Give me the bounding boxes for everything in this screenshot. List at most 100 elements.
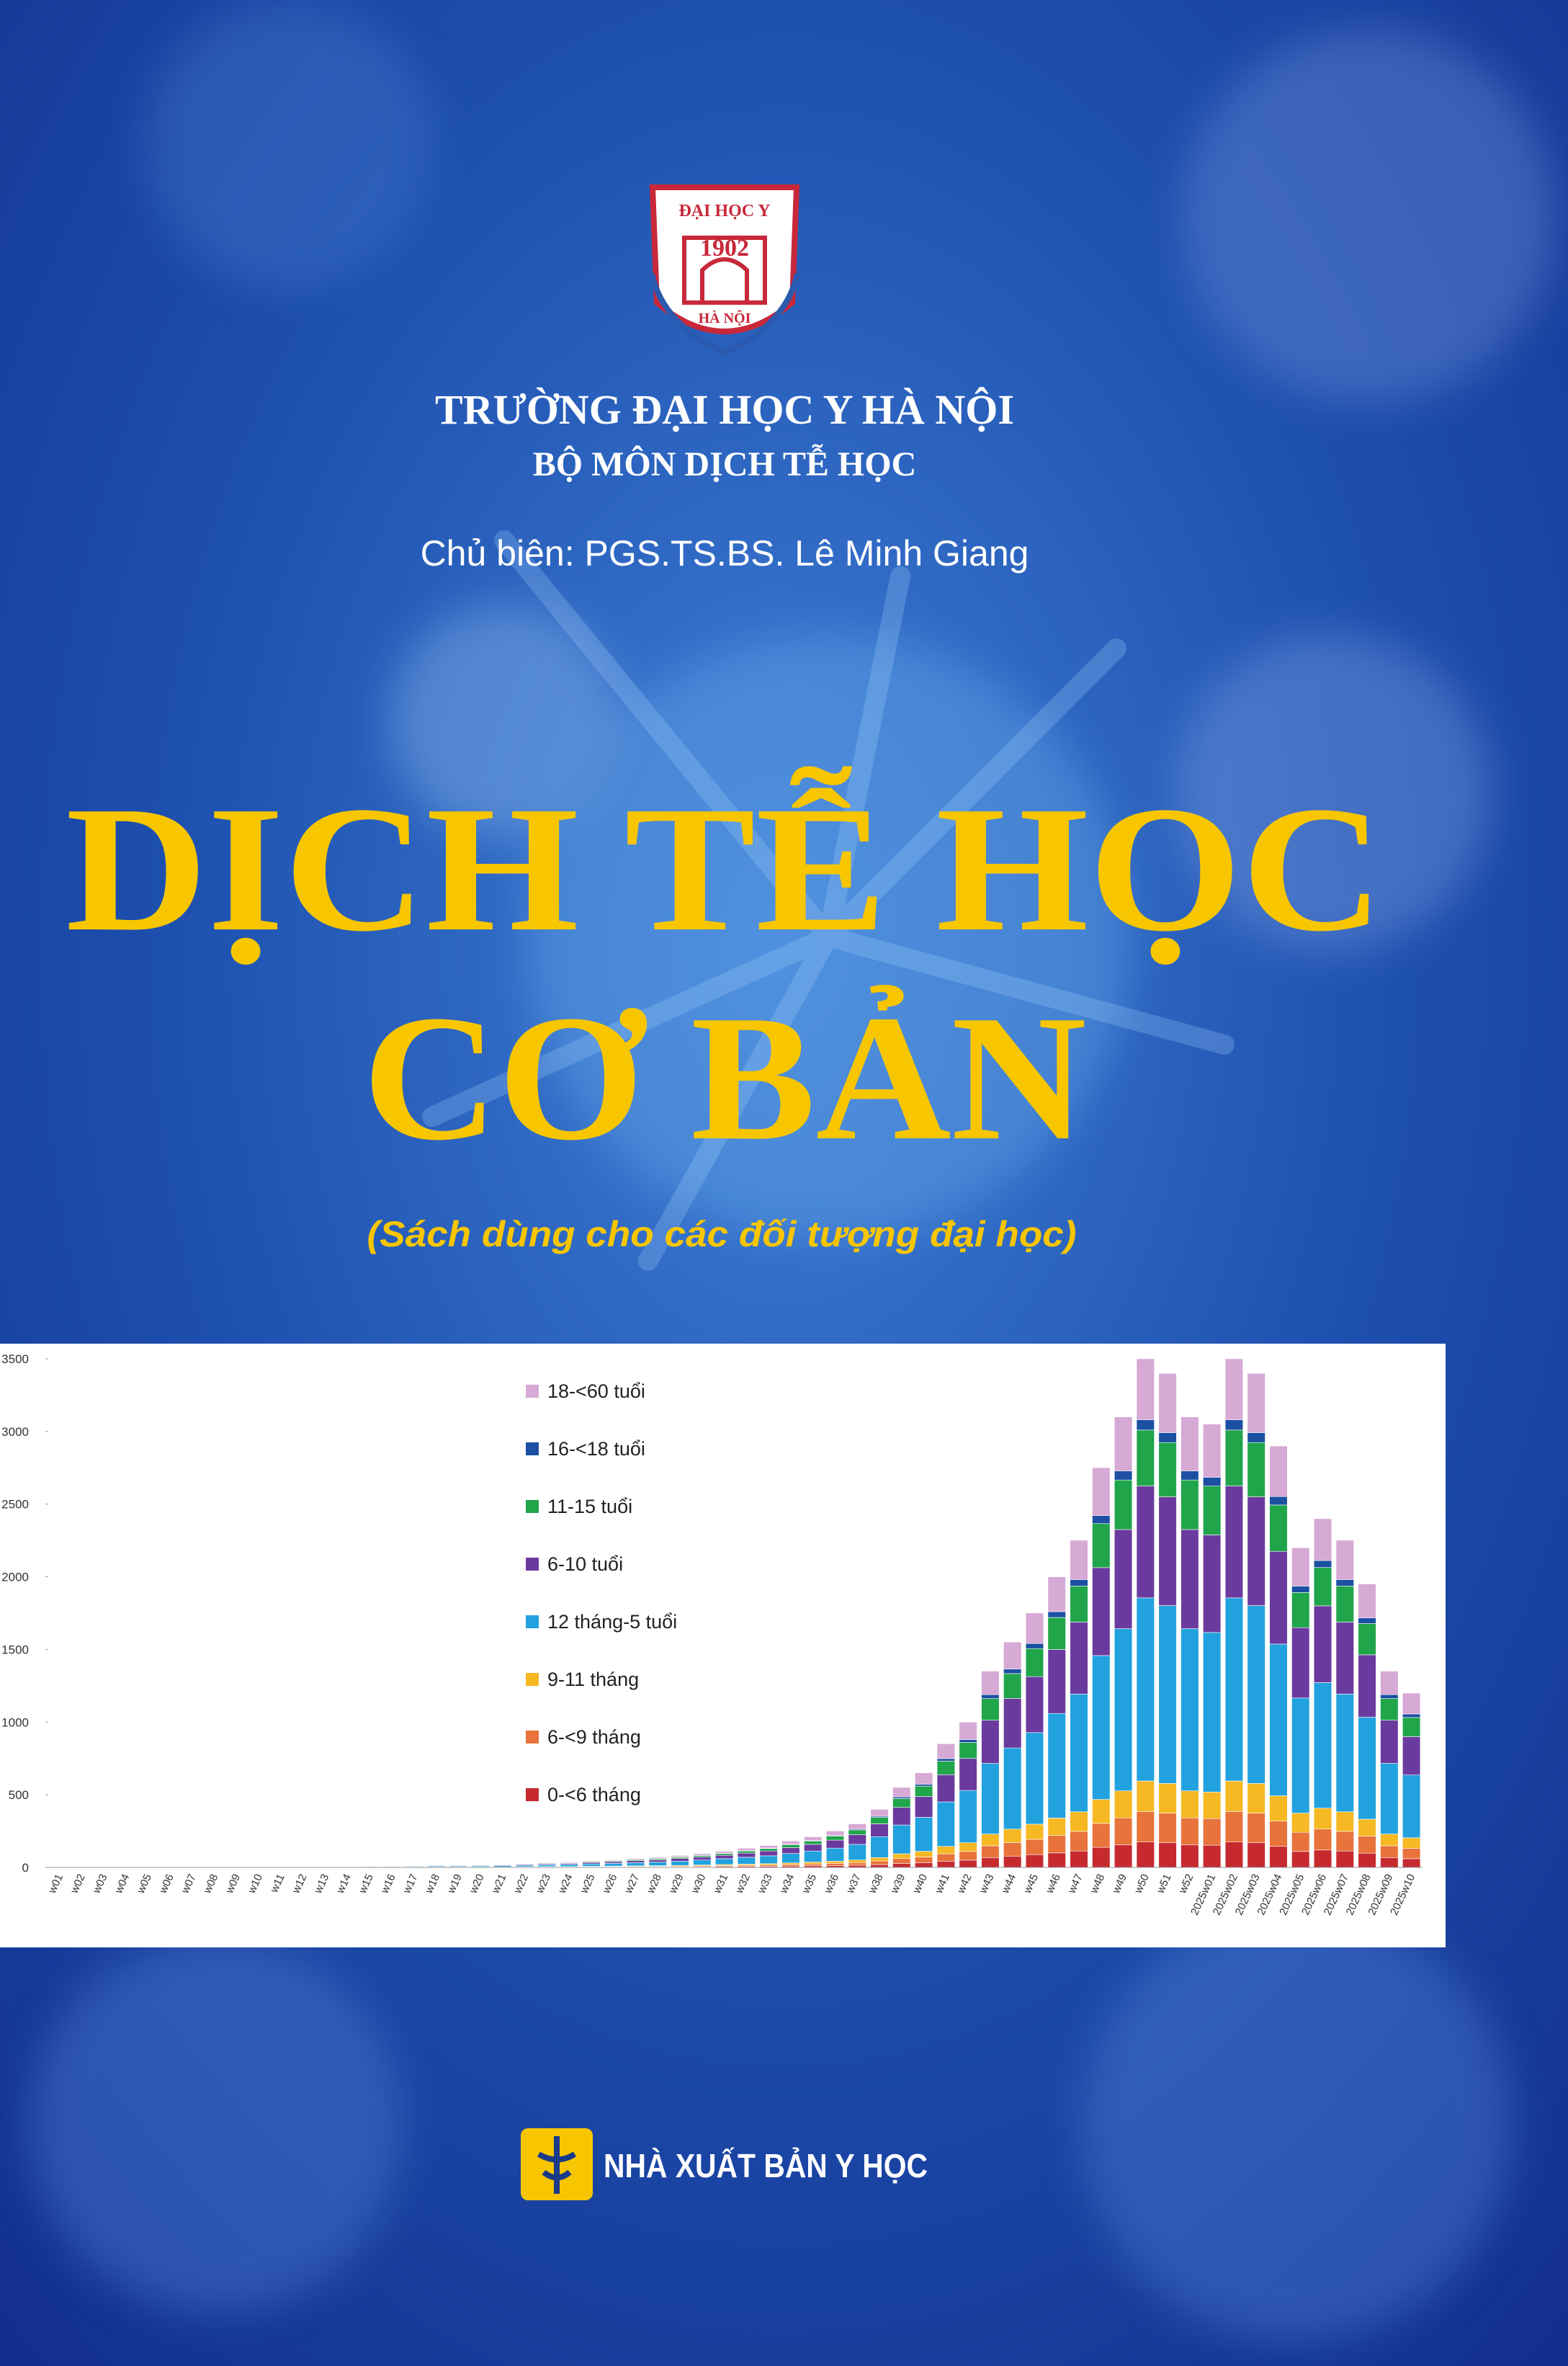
title-line-2: CƠ BẢN xyxy=(363,978,1087,1178)
bar-segment xyxy=(1158,1783,1177,1813)
bar-segment xyxy=(981,1763,1000,1834)
bar-segment xyxy=(1181,1479,1199,1530)
bar-segment xyxy=(848,1860,866,1863)
bar-segment xyxy=(1181,1529,1199,1629)
bar-segment xyxy=(1092,1799,1111,1824)
legend-swatch xyxy=(526,1500,539,1513)
bar-segment xyxy=(1313,1808,1332,1830)
bar-segment xyxy=(759,1845,778,1849)
bar-segment xyxy=(870,1836,889,1858)
bar-segment xyxy=(582,1862,601,1865)
bar-segment xyxy=(959,1860,977,1868)
bar-segment xyxy=(1358,1717,1376,1820)
bar-segment xyxy=(1203,1844,1222,1868)
legend-label: 9-11 tháng xyxy=(547,1669,639,1690)
bar-segment xyxy=(781,1864,800,1867)
bar-segment xyxy=(781,1844,800,1848)
bar-segment xyxy=(1313,1518,1332,1561)
bar-segment xyxy=(1092,1655,1111,1800)
bar-segment xyxy=(804,1863,823,1867)
bar-segment xyxy=(693,1860,712,1865)
bar-segment xyxy=(1114,1479,1133,1530)
bar-segment xyxy=(914,1851,933,1857)
bar-segment xyxy=(848,1844,866,1861)
bar-segment xyxy=(648,1860,667,1862)
bar-segment xyxy=(1313,1829,1332,1851)
bar-segment xyxy=(1181,1470,1199,1481)
bar-segment xyxy=(870,1817,889,1824)
bar-segment xyxy=(936,1846,955,1854)
bar-segment xyxy=(648,1857,667,1859)
bar-segment xyxy=(1092,1523,1111,1568)
bar-segment xyxy=(1402,1736,1421,1776)
bar-segment xyxy=(759,1855,778,1865)
bar-segment xyxy=(1025,1839,1044,1855)
bar-segment xyxy=(537,1862,557,1864)
legend-label: 12 tháng-5 tuổi xyxy=(547,1611,677,1633)
bar-segment xyxy=(1136,1842,1155,1868)
bar-segment xyxy=(1224,1842,1244,1868)
bar-segment xyxy=(804,1862,823,1865)
editor: Chủ biên: PGS.TS.BS. Lê Minh Giang xyxy=(421,533,1029,573)
bar-segment xyxy=(804,1840,823,1845)
bar-segment xyxy=(737,1857,756,1865)
bar-segment xyxy=(1291,1697,1310,1813)
bar-segment xyxy=(1136,1811,1155,1843)
virus-spikes xyxy=(422,530,1235,1271)
bar-segment xyxy=(1247,1842,1265,1868)
bar-segment xyxy=(892,1853,911,1859)
bar-segment xyxy=(1181,1628,1199,1791)
bar-segment xyxy=(825,1863,845,1866)
bar-segment xyxy=(848,1862,866,1866)
bar-segment xyxy=(1247,1372,1265,1433)
legend-label: 6-<9 tháng xyxy=(547,1726,641,1748)
bar-segment xyxy=(1158,1372,1177,1433)
department: BỘ MÔN DỊCH TỄ HỌC xyxy=(533,443,917,483)
bar-segment xyxy=(1335,1622,1354,1695)
bar-segment xyxy=(892,1824,911,1854)
bar-segment xyxy=(693,1857,712,1861)
bar-segment xyxy=(1358,1852,1376,1868)
legend-swatch xyxy=(526,1788,539,1801)
bar-segment xyxy=(626,1860,645,1863)
legend-label: 6-10 tuổi xyxy=(547,1553,623,1575)
title-line-1: DỊCH TỄ HỌC xyxy=(66,766,1384,969)
bar-segment xyxy=(1114,1817,1133,1846)
bar-segment xyxy=(870,1864,889,1868)
bar-segment xyxy=(1070,1622,1088,1695)
bar-segment xyxy=(1269,1643,1288,1796)
bar-segment xyxy=(1025,1676,1044,1733)
bar-segment xyxy=(737,1852,756,1858)
bar-segment xyxy=(1247,1442,1265,1497)
y-tick-label: 3000 xyxy=(1,1425,29,1439)
bar-segment xyxy=(959,1758,977,1791)
bar-segment xyxy=(1070,1831,1088,1852)
bar-segment xyxy=(1025,1612,1044,1644)
bar-segment xyxy=(1224,1597,1244,1782)
bar-segment xyxy=(959,1842,977,1852)
bar-segment xyxy=(1269,1550,1288,1645)
legend-label: 0-<6 tháng xyxy=(547,1784,641,1805)
bar-segment xyxy=(1402,1774,1421,1839)
bar-segment xyxy=(516,1865,534,1867)
bar-segment xyxy=(1025,1823,1044,1840)
bar-segment xyxy=(1025,1854,1044,1868)
legend-swatch xyxy=(526,1615,539,1628)
virus-decoration xyxy=(29,0,1556,2342)
bar-segment xyxy=(1313,1560,1332,1568)
bar-segment xyxy=(671,1858,689,1862)
logo-top: ĐẠI HỌC Y xyxy=(678,202,770,220)
bar-segment xyxy=(1269,1821,1288,1847)
bar-segment xyxy=(914,1796,933,1818)
bar-segment xyxy=(1224,1780,1244,1812)
bar-segment xyxy=(1181,1844,1199,1868)
bar-segment xyxy=(892,1787,911,1798)
bar-segment xyxy=(825,1836,845,1841)
bar-segment xyxy=(1335,1811,1354,1832)
bar-segment xyxy=(1114,1470,1133,1481)
bar-segment xyxy=(1114,1416,1133,1472)
institution: TRƯỜNG ĐẠI HỌC Y HÀ NỘI xyxy=(435,386,1014,433)
bar-segment xyxy=(1158,1813,1177,1844)
bar-segment xyxy=(892,1863,911,1868)
